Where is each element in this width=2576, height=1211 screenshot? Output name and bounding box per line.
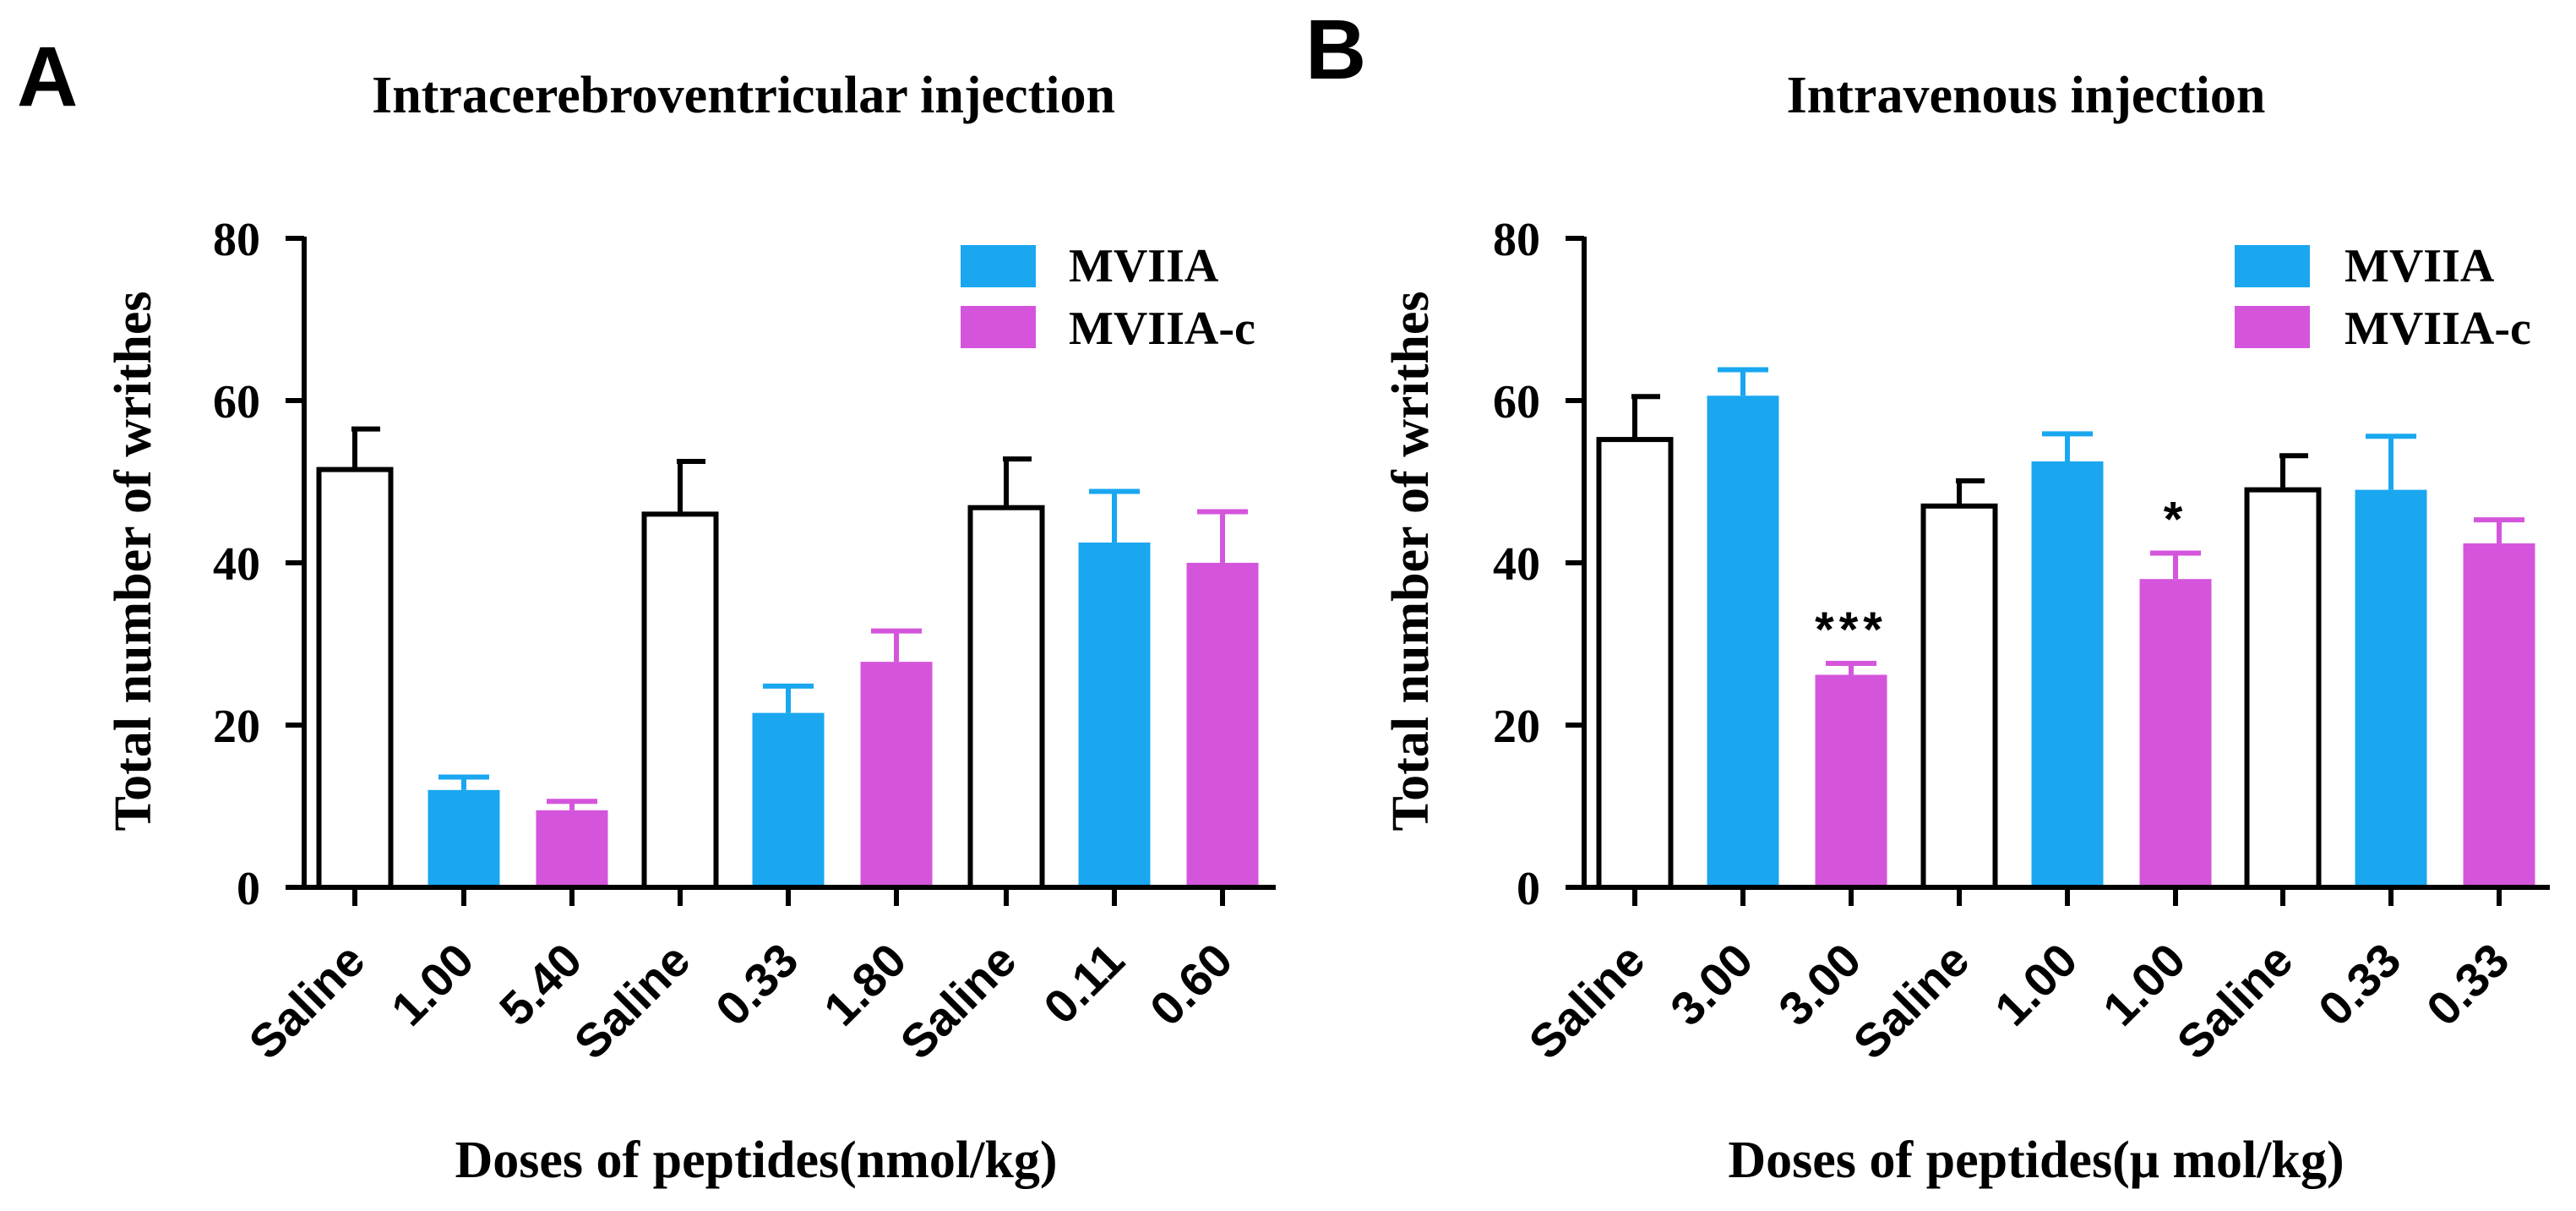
y-tick-label: 60 (213, 376, 260, 428)
bar-saline (1920, 503, 1998, 890)
legend-label-mviia-c: MVIIA-c (2345, 303, 2531, 355)
legend-swatch-mviia-c (2235, 306, 2310, 348)
bar-mviia-c (1186, 563, 1259, 887)
bar-saline (1596, 437, 1674, 890)
panel-a: A Intracerebroventricular injection Tota… (17, 30, 1276, 1189)
bar-mviia (752, 712, 825, 887)
legend-label-mviia: MVIIA (1069, 240, 1219, 292)
panel-b-y-axis-title: Total number of writhes (1382, 292, 1440, 832)
panel-a-title: Intracerebroventricular injection (372, 67, 1115, 124)
y-tick-label: 80 (1493, 214, 1540, 266)
panel-b-legend: MVIIA MVIIA-c (2235, 240, 2531, 355)
x-tick-label: 3.00 (1660, 933, 1763, 1036)
panel-a-y-axis-title: Total number of writhes (105, 292, 162, 832)
bar-saline (641, 511, 719, 891)
y-tick-label: 80 (213, 214, 260, 266)
x-tick-label: 0.60 (1140, 933, 1243, 1036)
panel-b-bars: **** (1596, 367, 2535, 890)
x-tick-label: Saline (2166, 933, 2302, 1069)
x-tick-label: 1.00 (1985, 933, 2088, 1036)
panel-a-x-axis-title: Doses of peptides(nmol/kg) (455, 1132, 1057, 1189)
y-tick-label: 20 (213, 701, 260, 753)
panel-b: B Intravenous injection Total number of … (1305, 3, 2550, 1189)
legend-label-mviia-c: MVIIA-c (1069, 303, 1255, 355)
significance-label: * (2164, 492, 2188, 547)
x-tick-label: Saline (238, 933, 374, 1069)
x-tick-label: 0.33 (2416, 933, 2519, 1036)
bar-mviia-c (2463, 543, 2535, 887)
y-tick-label: 60 (1493, 376, 1540, 428)
y-tick-label: 0 (1517, 863, 1540, 915)
x-tick-label: 0.33 (705, 933, 809, 1036)
panel-a-bars (316, 426, 1259, 891)
y-tick-label: 40 (213, 538, 260, 591)
y-tick-label: 20 (1493, 701, 1540, 753)
panel-b-x-axis-title: Doses of peptides(μ mol/kg) (1728, 1132, 2344, 1189)
x-tick-label: Saline (1518, 933, 1654, 1069)
y-tick-label: 40 (1493, 538, 1540, 591)
significance-label: *** (1815, 603, 1887, 657)
x-tick-label: Saline (564, 933, 700, 1069)
bar-saline (316, 466, 394, 890)
legend-swatch-mviia-c (961, 306, 1036, 348)
bar-saline (967, 505, 1045, 890)
x-tick-label: 0.11 (1033, 933, 1134, 1034)
y-tick-label: 0 (237, 863, 260, 915)
x-tick-label: 1.00 (381, 933, 484, 1036)
panel-b-label: B (1305, 3, 1366, 97)
bar-mviia (2355, 489, 2427, 887)
x-tick-label: Saline (890, 933, 1026, 1069)
legend-swatch-mviia (961, 245, 1036, 287)
panel-b-y-ticks: 0 20 40 60 80 (1493, 214, 1584, 915)
panel-b-title: Intravenous injection (1787, 67, 2266, 124)
bar-mviia-c (860, 662, 933, 887)
panel-a-legend: MVIIA MVIIA-c (961, 240, 1255, 355)
bar-mviia-c (2139, 579, 2212, 887)
panel-a-label: A (17, 30, 78, 124)
bar-mviia (428, 789, 500, 887)
bar-mviia-c (536, 810, 608, 887)
legend-swatch-mviia (2235, 245, 2310, 287)
bar-mviia (1078, 543, 1151, 887)
bar-saline (2244, 487, 2322, 890)
x-tick-label: 0.33 (2308, 933, 2411, 1036)
bar-mviia (1707, 395, 1779, 887)
bar-mviia (2031, 461, 2104, 887)
panel-a-y-ticks: 0 20 40 60 80 (213, 214, 304, 915)
x-tick-label: Saline (1843, 933, 1979, 1069)
legend-label-mviia: MVIIA (2345, 240, 2495, 292)
bar-mviia-c (1815, 674, 1887, 887)
